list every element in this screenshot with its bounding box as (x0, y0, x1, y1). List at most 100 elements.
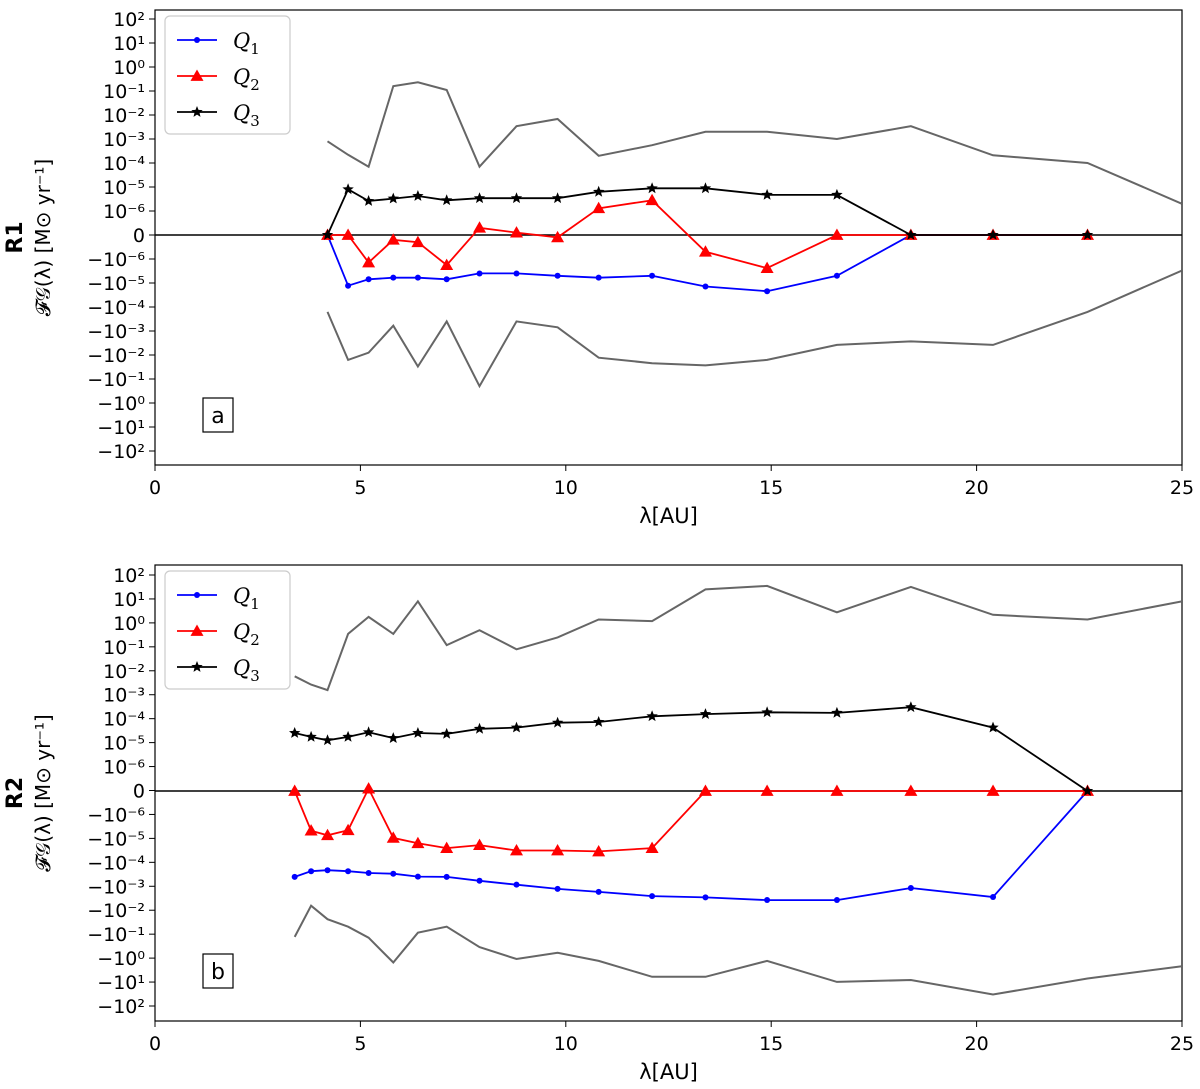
data-point-q1 (324, 867, 331, 874)
data-point-q2 (362, 256, 376, 268)
envelope-lower-line (326, 269, 1182, 389)
x-tick-label: 10 (554, 477, 578, 499)
data-point-q3 (387, 192, 399, 204)
envelope-upper-line (326, 81, 1182, 205)
y-axis-title: 𝓕𝒢(λ) [M⊙ yr⁻¹] (31, 159, 55, 316)
legend-label-name: Q (233, 656, 250, 680)
x-tick-label: 15 (759, 1033, 783, 1055)
y-axis-title: 𝓕𝒢(λ) [M⊙ yr⁻¹] (31, 714, 55, 871)
data-point-q1 (907, 884, 914, 891)
data-point-q2 (411, 235, 425, 248)
legend-box (164, 570, 291, 690)
legend-label-subscript: 2 (250, 631, 260, 649)
y-tick-label: 10⁻³ (103, 129, 145, 151)
y-tick-label: −10⁻³ (87, 321, 145, 343)
legend-label-subscript: 3 (250, 112, 260, 130)
y-tick-label: −10⁻² (87, 345, 145, 367)
y-tick-label: −10¹ (97, 972, 145, 994)
data-point-q1 (443, 873, 450, 880)
data-point-q1 (649, 272, 656, 279)
data-point-q1 (554, 885, 561, 892)
data-point-q3 (831, 706, 843, 718)
data-point-q3 (761, 188, 773, 200)
chart-panel-r2: 0 5 10 15 20 25−10²−10¹−10⁰−10⁻¹−10⁻²−10⁻³−10… (3, 564, 1194, 1084)
data-point-q1 (345, 868, 352, 875)
data-point-q1 (595, 888, 602, 895)
y-tick-label: 10⁰ (113, 613, 145, 635)
data-point-q3 (699, 182, 712, 194)
envelope-lower-line (293, 904, 1182, 996)
y-tick-label: −10² (97, 441, 145, 463)
data-point-q2 (440, 841, 454, 854)
x-tick-label: 0 (149, 477, 161, 499)
data-point-q1 (833, 897, 840, 904)
legend-label-q2: Q2 (233, 620, 260, 649)
data-point-q1 (365, 276, 372, 283)
panel-tag: R1 (3, 221, 28, 253)
panel-annotation: a (202, 397, 234, 433)
data-point-q3 (387, 732, 399, 743)
y-tick-label: −10⁻⁶ (87, 249, 145, 271)
y-tick-label: 10² (113, 565, 145, 587)
data-point-q1 (513, 270, 520, 277)
y-tick-label: 10² (113, 9, 145, 31)
y-tick-label: 10⁻⁵ (103, 733, 145, 755)
data-point-q1 (414, 274, 421, 281)
data-point-q3 (473, 722, 486, 734)
y-tick-label: 10⁻⁶ (103, 201, 145, 223)
annotation-box (202, 953, 234, 989)
legend-marker-q1 (194, 592, 200, 598)
data-point-q2 (698, 245, 712, 257)
y-tick-label: 10⁻⁴ (103, 709, 145, 731)
data-point-q1 (476, 877, 483, 884)
legend-label-subscript: 2 (250, 76, 260, 94)
data-point-q1 (595, 274, 602, 281)
y-tick-label: −10⁻⁴ (87, 852, 145, 874)
y-tick-label: 0 (133, 781, 145, 803)
data-point-q2 (341, 823, 355, 836)
legend-label-subscript: 1 (250, 595, 260, 613)
data-point-q1 (702, 894, 709, 901)
plot-frame (154, 564, 1183, 1022)
data-point-q3 (342, 183, 354, 195)
data-point-q2 (386, 233, 400, 245)
y-tick-label: −10² (97, 996, 145, 1018)
legend-label-name: Q (233, 29, 250, 53)
y-tick-label: 10¹ (113, 589, 145, 611)
data-point-q2 (288, 784, 302, 796)
data-point-q3 (441, 194, 453, 206)
data-point-q1 (833, 272, 840, 279)
data-point-q3 (441, 727, 453, 739)
annotation-label: b (211, 960, 225, 985)
series-group (288, 584, 1182, 996)
data-point-q3 (321, 229, 334, 240)
data-point-q1 (702, 283, 709, 290)
legend-label-subscript: 1 (250, 40, 260, 58)
data-point-q3 (305, 730, 317, 742)
data-point-q3 (761, 706, 773, 718)
data-point-q3 (905, 229, 917, 240)
data-point-q1 (308, 868, 315, 875)
data-point-q2 (440, 258, 454, 271)
data-point-q3 (342, 730, 354, 742)
y-tick-label: 10⁻³ (103, 685, 145, 707)
data-point-q3 (1081, 785, 1094, 796)
x-tick-label: 20 (965, 1033, 989, 1055)
data-point-q2 (760, 261, 774, 274)
legend-box (164, 15, 291, 135)
legend-label-name: Q (233, 101, 250, 125)
data-point-q2 (830, 784, 844, 796)
legend-label-name: Q (233, 584, 250, 608)
y-tick-label: 10⁻¹ (103, 81, 145, 103)
y-tick-label: 10⁰ (113, 57, 145, 79)
y-tick-label: −10⁻¹ (87, 924, 145, 946)
data-point-q1 (345, 282, 352, 289)
data-point-q3 (987, 229, 999, 240)
data-point-q3 (321, 734, 334, 746)
data-point-q2 (321, 828, 335, 841)
data-point-q3 (646, 182, 658, 194)
data-point-q3 (289, 727, 301, 738)
data-point-q3 (551, 716, 564, 728)
